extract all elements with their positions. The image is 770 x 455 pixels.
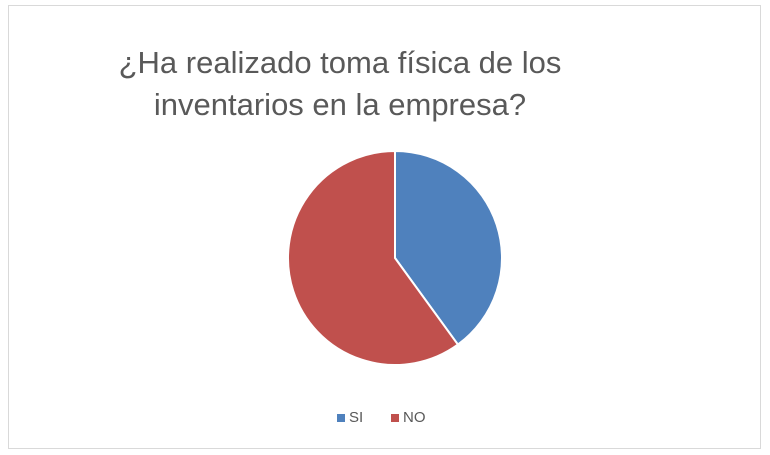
legend-swatch	[391, 414, 399, 422]
legend-swatch	[337, 414, 345, 422]
chart-frame	[8, 5, 761, 449]
legend-label: NO	[403, 409, 426, 426]
pie-slice	[394, 149, 503, 346]
legend-label: SI	[349, 409, 363, 426]
chart-title: ¿Ha realizado toma física de los inventa…	[118, 45, 562, 122]
pie-slice	[287, 149, 460, 366]
